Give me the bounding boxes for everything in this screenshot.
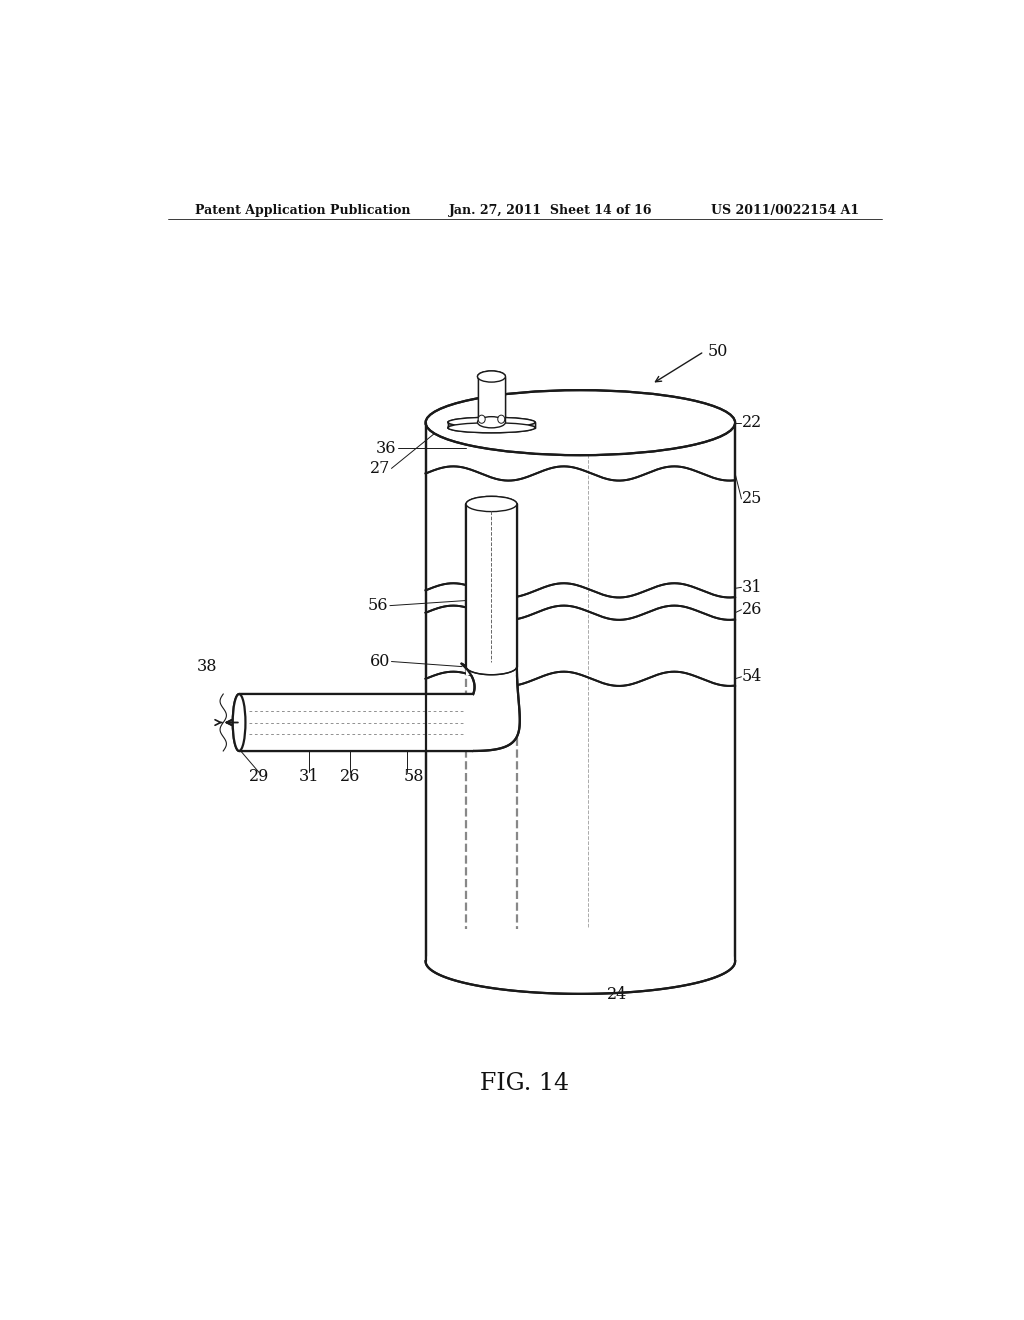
Text: 38: 38: [198, 659, 218, 675]
Polygon shape: [477, 376, 506, 422]
Text: 31: 31: [299, 768, 319, 785]
Polygon shape: [466, 504, 517, 667]
Polygon shape: [426, 422, 735, 961]
Polygon shape: [462, 664, 520, 751]
Ellipse shape: [466, 496, 517, 512]
Ellipse shape: [478, 416, 485, 424]
Polygon shape: [240, 694, 473, 751]
Text: Jan. 27, 2011  Sheet 14 of 16: Jan. 27, 2011 Sheet 14 of 16: [450, 205, 653, 216]
Text: 25: 25: [741, 491, 762, 507]
Ellipse shape: [447, 422, 536, 433]
Ellipse shape: [498, 416, 505, 424]
Ellipse shape: [232, 694, 246, 751]
Ellipse shape: [478, 414, 485, 422]
Ellipse shape: [466, 496, 517, 512]
Ellipse shape: [232, 694, 246, 751]
Polygon shape: [447, 418, 536, 428]
Text: 60: 60: [370, 653, 390, 671]
Text: 29: 29: [249, 768, 269, 785]
Text: 26: 26: [741, 601, 762, 618]
Text: 58: 58: [403, 768, 424, 785]
Ellipse shape: [477, 417, 506, 428]
Text: 22: 22: [741, 414, 762, 432]
Polygon shape: [466, 667, 517, 675]
Text: 24: 24: [606, 986, 627, 1003]
Ellipse shape: [426, 391, 735, 455]
Ellipse shape: [477, 371, 506, 381]
Ellipse shape: [447, 417, 536, 428]
Ellipse shape: [447, 422, 536, 433]
Ellipse shape: [477, 371, 506, 381]
Text: 54: 54: [741, 668, 762, 685]
Ellipse shape: [498, 414, 505, 422]
Text: 26: 26: [340, 768, 360, 785]
Text: 36: 36: [376, 440, 396, 457]
Polygon shape: [240, 694, 473, 751]
Polygon shape: [466, 504, 517, 667]
Text: US 2011/0022154 A1: US 2011/0022154 A1: [712, 205, 859, 216]
Polygon shape: [477, 376, 506, 422]
Text: 31: 31: [741, 579, 762, 595]
Polygon shape: [447, 418, 536, 428]
Ellipse shape: [447, 418, 536, 437]
Ellipse shape: [447, 417, 536, 428]
Text: 27: 27: [370, 459, 390, 477]
Text: FIG. 14: FIG. 14: [480, 1072, 569, 1094]
Text: Patent Application Publication: Patent Application Publication: [196, 205, 411, 216]
Text: 56: 56: [368, 597, 388, 614]
Ellipse shape: [426, 929, 735, 994]
Text: 50: 50: [708, 343, 728, 360]
